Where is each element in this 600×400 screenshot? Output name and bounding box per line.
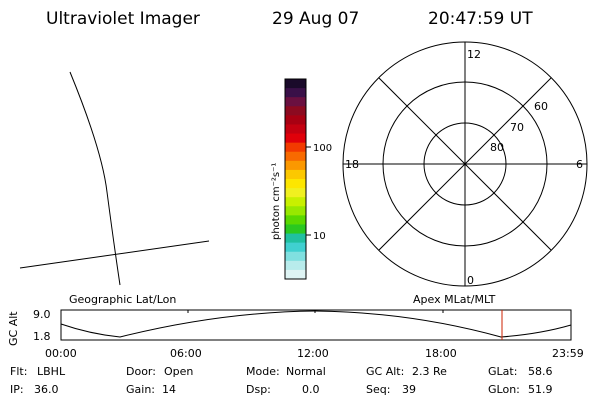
colorbar-cell xyxy=(285,188,306,198)
status-glon-value: 51.9 xyxy=(528,383,553,396)
status-gain-key: Gain: xyxy=(126,383,155,396)
colorbar-cell xyxy=(285,142,306,153)
status-seq-value: 39 xyxy=(402,383,416,396)
colorbar-cell xyxy=(285,197,306,207)
altitude-axis-label: GC Alt xyxy=(7,311,20,346)
status-door-key: Door: xyxy=(126,365,156,378)
status-gcalt-value: 2.3 Re xyxy=(412,365,447,378)
status-ip-key: IP: xyxy=(10,383,24,396)
mlt-label-6: 6 xyxy=(576,158,583,171)
colorbar-cell xyxy=(285,169,306,180)
mlt-label-12: 12 xyxy=(467,48,481,61)
altitude-ytick-low: 1.8 xyxy=(33,330,51,343)
time-tick-0600: 06:00 xyxy=(170,347,202,360)
colorbar-cell xyxy=(285,269,306,280)
altitude-strip: GC Alt 9.0 1.8 00:00 06:00 12:00 18:00 2… xyxy=(7,308,584,360)
status-ip-value: 36.0 xyxy=(34,383,59,396)
status-gain-value: 14 xyxy=(162,383,176,396)
date-readout: 29 Aug 07 xyxy=(272,9,359,29)
status-seq-key: Seq: xyxy=(366,383,390,396)
status-gcalt-key: GC Alt: xyxy=(366,365,404,378)
colorbar-cell xyxy=(285,251,306,262)
colorbar-cell xyxy=(285,160,306,171)
status-mode-value: Normal xyxy=(286,365,326,378)
colorbar: 100 10 photon cm⁻²s⁻¹ xyxy=(271,78,332,280)
colorbar-unit-label: photon cm⁻²s⁻¹ xyxy=(271,163,282,240)
instrument-title: Ultraviolet Imager xyxy=(46,9,200,29)
colorbar-cell xyxy=(285,260,306,271)
status-glat-key: GLat: xyxy=(488,365,517,378)
colorbar-cell xyxy=(285,242,306,253)
status-door-value: Open xyxy=(164,365,193,378)
status-mode-key: Mode: xyxy=(246,365,280,378)
time-tick-1800: 18:00 xyxy=(425,347,457,360)
geographic-label: Geographic Lat/Lon xyxy=(69,293,176,306)
colorbar-cell xyxy=(285,206,306,216)
altitude-curve xyxy=(60,310,572,338)
latitude-line xyxy=(19,240,210,269)
status-glat-value: 58.6 xyxy=(528,365,553,378)
time-tick-2359: 23:59 xyxy=(552,347,584,360)
colorbar-cell xyxy=(285,179,306,189)
status-glon-key: GLon: xyxy=(488,383,520,396)
status-flt-value: LBHL xyxy=(37,365,66,378)
status-dsp-value: 0.0 xyxy=(302,383,320,396)
status-flt-key: Flt: xyxy=(10,365,27,378)
mlt-label-0: 0 xyxy=(467,274,474,287)
time-tick-1200: 12:00 xyxy=(297,347,329,360)
lat-label-70: 70 xyxy=(510,121,524,134)
colorbar-cell xyxy=(285,79,306,89)
colorbar-frame xyxy=(284,78,307,280)
altitude-ytick-high: 9.0 xyxy=(33,308,51,321)
colorbar-cell xyxy=(285,97,306,107)
colorbar-label-100: 100 xyxy=(313,143,332,154)
colorbar-cell xyxy=(285,115,306,125)
longitude-line xyxy=(69,71,121,286)
colorbar-cell xyxy=(285,151,306,162)
geographic-map-panel xyxy=(19,71,210,286)
status-panel: Flt: LBHL Door: Open Mode: Normal GC Alt… xyxy=(10,365,553,396)
colorbar-cell xyxy=(285,233,306,244)
status-dsp-key: Dsp: xyxy=(246,383,271,396)
colorbar-cell xyxy=(285,224,306,235)
time-tick-0000: 00:00 xyxy=(45,347,77,360)
colorbar-cell xyxy=(285,133,306,144)
lat-label-80: 80 xyxy=(490,141,504,154)
polar-plot xyxy=(342,41,588,287)
polar-diagonal-2 xyxy=(378,77,552,251)
colorbar-cell xyxy=(285,106,306,116)
mlt-label-18: 18 xyxy=(345,158,359,171)
lat-label-60: 60 xyxy=(534,100,548,113)
colorbar-cell xyxy=(285,215,306,225)
colorbar-label-10: 10 xyxy=(313,231,326,242)
apex-label: Apex MLat/MLT xyxy=(413,293,496,306)
colorbar-cell xyxy=(285,88,306,98)
time-readout: 20:47:59 UT xyxy=(428,9,533,29)
colorbar-cell xyxy=(285,124,306,135)
